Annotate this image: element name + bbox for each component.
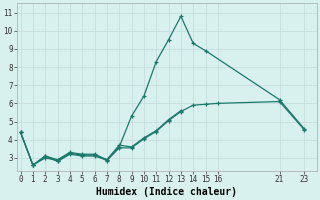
X-axis label: Humidex (Indice chaleur): Humidex (Indice chaleur) xyxy=(96,186,237,197)
